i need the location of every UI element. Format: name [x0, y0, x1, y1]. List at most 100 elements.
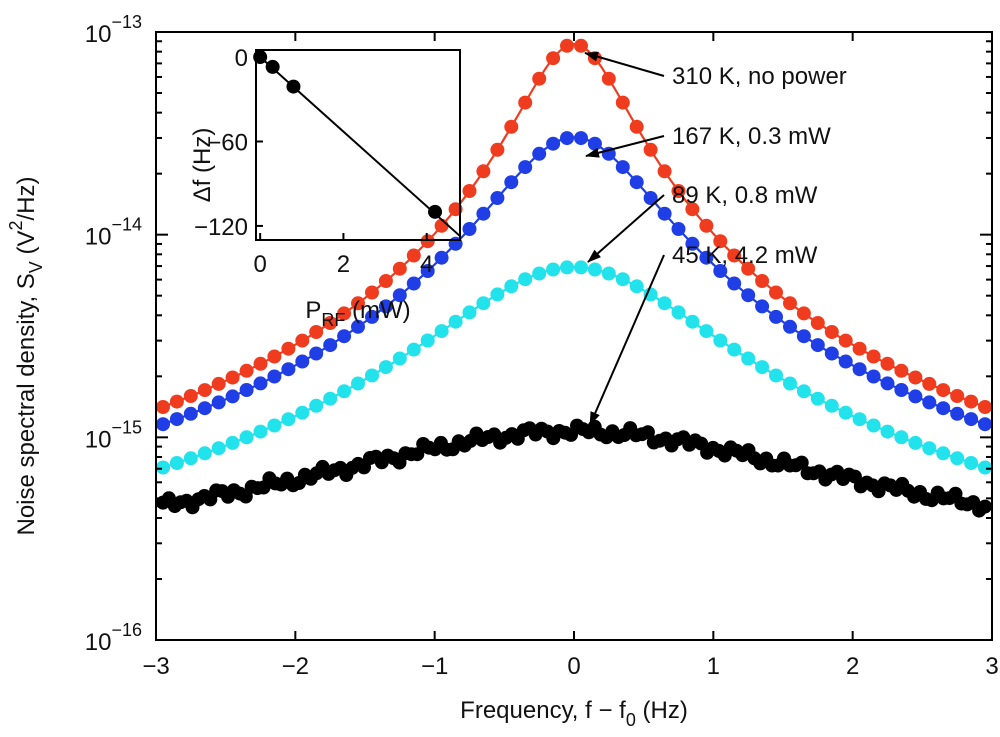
fit-line-series-0	[155, 43, 993, 411]
annotation-arrow	[585, 135, 665, 158]
data-point-series-1	[755, 299, 770, 314]
inset-data-point	[428, 204, 443, 219]
data-point-series-0	[420, 234, 435, 249]
annotation-arrow	[584, 51, 665, 77]
data-point-series-0	[378, 274, 393, 288]
data-point-series-1	[615, 160, 630, 175]
annotation-label: 167 K, 0.3 mW	[672, 123, 831, 150]
data-point-series-1	[587, 136, 602, 151]
data-point-series-1	[671, 222, 686, 236]
data-point-series-0	[518, 95, 533, 110]
data-point-series-1	[504, 175, 519, 190]
data-point-series-1	[657, 206, 672, 221]
data-point-series-0	[866, 349, 881, 364]
data-point-series-3	[978, 499, 992, 514]
data-point-series-1	[476, 206, 491, 221]
x-tick-label: −3	[142, 653, 169, 680]
data-point-series-0	[560, 38, 574, 53]
data-point-series-1	[281, 362, 296, 377]
data-point-series-2	[448, 314, 463, 329]
data-point-series-0	[699, 218, 714, 233]
data-point-series-1	[769, 309, 783, 324]
data-point-series-2	[546, 262, 561, 277]
data-point-series-2	[685, 314, 700, 329]
data-point-series-2	[560, 260, 574, 275]
x-tick-label: 1	[707, 653, 720, 680]
data-point-series-1	[225, 389, 240, 404]
inset-y-axis-label: Δf (Hz)	[189, 128, 216, 203]
data-point-series-1	[629, 175, 644, 190]
data-point-series-1	[323, 338, 338, 353]
data-point-series-0	[978, 400, 992, 414]
data-point-series-1	[866, 369, 881, 384]
data-point-series-2	[156, 460, 170, 475]
data-point-series-2	[169, 456, 184, 470]
inset-x-axis-label: PRF (mW)	[305, 297, 410, 330]
data-point-series-0	[253, 356, 268, 371]
data-layer	[155, 38, 993, 518]
inset-x-tick-label: 2	[337, 251, 350, 278]
inset-data-point	[286, 79, 301, 94]
data-point-series-0	[574, 38, 588, 53]
data-point-series-1	[964, 412, 979, 427]
data-point-series-2	[922, 441, 937, 456]
data-point-series-2	[406, 342, 421, 357]
data-point-series-0	[490, 142, 505, 157]
data-point-series-0	[392, 261, 407, 276]
data-point-series-2	[741, 351, 756, 366]
data-point-series-0	[323, 316, 338, 330]
data-point-series-2	[197, 446, 212, 461]
fit-line-series-2	[155, 265, 993, 471]
data-point-series-2	[755, 360, 770, 375]
data-point-series-2	[601, 266, 616, 281]
data-point-series-2	[281, 412, 296, 427]
data-point-series-0	[169, 394, 184, 409]
data-point-series-2	[476, 296, 491, 311]
data-point-series-2	[880, 424, 895, 439]
data-point-series-1	[518, 160, 533, 175]
data-point-series-0	[727, 248, 742, 263]
data-point-series-2	[365, 368, 379, 383]
annotation-arrow	[589, 254, 665, 426]
data-point-series-1	[908, 389, 923, 404]
data-point-series-2	[420, 333, 435, 348]
data-point-series-0	[225, 370, 240, 385]
data-point-series-1	[420, 264, 435, 278]
inset-x-tick-label: 0	[253, 251, 266, 278]
data-point-series-1	[211, 395, 226, 410]
data-point-series-2	[769, 368, 783, 383]
data-point-series-1	[936, 401, 951, 416]
data-point-series-1	[783, 319, 797, 334]
data-point-series-1	[713, 264, 728, 278]
annotation-label: 310 K, no power	[672, 63, 847, 90]
data-point-series-2	[936, 446, 951, 461]
data-point-series-2	[462, 305, 477, 320]
data-point-series-1	[810, 338, 825, 353]
x-tick-label: 3	[985, 653, 998, 680]
data-point-series-0	[769, 285, 783, 300]
y-tick-label: 10−16	[85, 620, 142, 656]
data-point-series-1	[741, 288, 756, 303]
data-point-series-0	[964, 394, 979, 409]
fit-line-series-3	[155, 430, 993, 508]
data-point-series-0	[796, 306, 811, 321]
data-point-series-1	[894, 383, 909, 397]
data-point-series-1	[490, 191, 505, 205]
data-point-series-2	[183, 451, 198, 466]
data-point-series-0	[546, 51, 561, 66]
data-point-series-1	[378, 299, 393, 314]
data-point-series-0	[783, 296, 797, 311]
data-point-series-0	[852, 341, 867, 356]
data-point-series-2	[337, 384, 352, 399]
data-point-series-2	[267, 418, 282, 433]
y-tick-label: 10−14	[85, 215, 142, 251]
data-point-series-1	[824, 346, 839, 361]
data-point-series-1	[796, 329, 811, 344]
data-point-series-1	[434, 250, 449, 265]
y-tick-label: 10−13	[85, 12, 142, 48]
data-point-series-0	[685, 202, 700, 217]
data-point-series-0	[476, 164, 491, 179]
data-point-series-0	[922, 376, 937, 391]
data-point-series-1	[560, 131, 574, 146]
